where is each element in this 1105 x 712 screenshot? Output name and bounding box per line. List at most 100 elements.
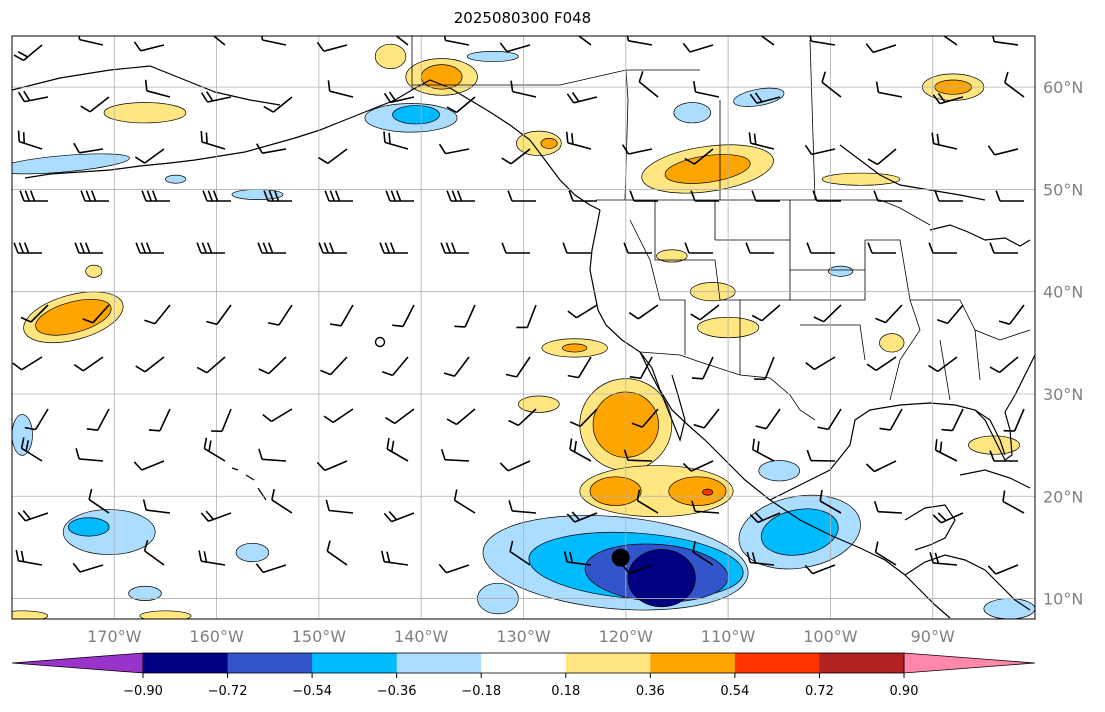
colorbar-over-extension — [903, 652, 1036, 674]
wind-barb-38 — [256, 143, 287, 154]
wind-barb-174 — [255, 563, 287, 574]
wind-barb-22 — [327, 80, 354, 98]
wind-barb-13 — [809, 36, 836, 46]
contour-region-27 — [12, 610, 49, 619]
wind-barb-157 — [271, 489, 293, 514]
wind-barb-87 — [144, 304, 171, 325]
wind-barb-112 — [629, 356, 653, 379]
wind-barb-130 — [693, 408, 720, 429]
contour-region-28 — [139, 610, 192, 619]
colorbar-tick-label: 0.72 — [805, 684, 834, 699]
colorbar-tick-label: −0.54 — [292, 684, 332, 699]
florida-coastline — [974, 409, 1013, 461]
wind-barb-35 — [73, 142, 104, 154]
wind-barb-148 — [752, 438, 775, 462]
wind-barb-143 — [440, 449, 470, 462]
lon-tick-label: 120°W — [599, 627, 654, 646]
wind-barb-66 — [934, 190, 963, 202]
wind-barb-179 — [563, 551, 592, 566]
wind-barb-183 — [804, 564, 836, 575]
wind-barb-3 — [212, 36, 226, 46]
colorbar-segment-5 — [565, 653, 651, 673]
contour-region-33 — [627, 549, 696, 608]
wind-barb-56 — [324, 190, 353, 202]
contour-region-7 — [589, 476, 642, 506]
wind-barb-167 — [873, 501, 903, 514]
wind-barb-147 — [682, 460, 714, 472]
lon-tick-label: 110°W — [701, 627, 756, 646]
wind-barb-101 — [998, 304, 1025, 325]
colorbar-segment-3 — [396, 653, 482, 673]
wind-barb-71 — [196, 242, 225, 254]
wind-barb-155 — [142, 499, 171, 514]
wind-barb-50 — [987, 145, 1019, 156]
wind-barb-85 — [20, 304, 49, 323]
colorbar-segment-4 — [481, 653, 567, 673]
wind-barb-24 — [446, 96, 476, 114]
wind-barb-186 — [987, 564, 1019, 575]
wind-barb-73 — [318, 242, 347, 254]
wind-barb-129 — [631, 408, 659, 428]
wind-barb-138 — [133, 460, 165, 471]
wind-barb-59 — [507, 190, 536, 202]
wind-barb-181 — [692, 541, 714, 566]
wind-barb-19 — [144, 79, 171, 98]
political-border-layer — [411, 36, 1031, 421]
wind-barb-127 — [508, 408, 537, 427]
wind-barb-121 — [148, 408, 171, 432]
wind-barb-88 — [206, 304, 232, 326]
colorbar-tick-label: −0.18 — [461, 684, 501, 699]
wind-barb-160 — [453, 489, 476, 514]
hurricane-position-marker — [611, 548, 630, 567]
wind-barb-42 — [501, 148, 531, 165]
wind-barb-33 — [1004, 71, 1025, 98]
wind-barb-34 — [17, 130, 43, 150]
wind-barb-172 — [143, 540, 165, 566]
latitude-labels: 10°N 20°N 30°N 40°N 50°N 60°N — [1043, 78, 1083, 608]
wind-barb-14 — [865, 43, 897, 54]
wind-barb-57 — [385, 190, 414, 202]
wind-barb-173 — [198, 550, 226, 566]
lon-tick-label: 130°W — [496, 627, 551, 646]
colorbar-under-extension — [11, 652, 144, 674]
wind-barb-52 — [80, 190, 109, 202]
wind-barb-54 — [202, 190, 231, 202]
contour-region-51 — [466, 50, 519, 62]
lon-tick-label: 150°W — [292, 627, 347, 646]
wind-barb-163 — [636, 489, 659, 514]
wind-barb-110 — [505, 356, 531, 378]
wind-barb-115 — [805, 356, 836, 371]
wind-barb-67 — [995, 190, 1024, 202]
wind-barb-106 — [258, 356, 287, 375]
us-east-coastline — [1004, 354, 1035, 413]
wind-barb-92 — [454, 304, 476, 328]
wind-barb-170 — [15, 549, 43, 566]
colorbar-tick-label: 0.36 — [636, 684, 665, 699]
wind-barb-120 — [86, 408, 110, 431]
colorbar-segment-2 — [312, 653, 398, 673]
wind-barb-103 — [73, 356, 104, 372]
contour-region-46 — [235, 542, 270, 563]
contour-region-10 — [518, 395, 560, 413]
wind-barb-28 — [693, 80, 720, 98]
wind-barb-1 — [78, 36, 104, 46]
wind-barb-32 — [932, 92, 964, 105]
wind-barb-12 — [760, 36, 775, 46]
wind-barb-117 — [928, 356, 958, 373]
wind-barb-82 — [867, 242, 896, 254]
wind-barb-178 — [509, 540, 531, 566]
wind-barb-177 — [438, 563, 470, 574]
wind-barb-168 — [932, 512, 964, 524]
wind-barb-77 — [562, 242, 591, 254]
canada-province-borders — [412, 39, 816, 201]
wind-barb-5 — [316, 41, 348, 52]
colorbar-segment-7 — [734, 653, 820, 673]
wind-barb-107 — [320, 356, 348, 376]
wind-barb-132 — [817, 408, 842, 431]
colorbar-tick-label: 0.90 — [890, 684, 919, 699]
wind-barb-89 — [268, 304, 293, 326]
contour-region-39 — [392, 105, 440, 125]
wind-barb-64 — [812, 190, 841, 202]
colorbar-tick-label: −0.36 — [377, 684, 417, 699]
coastline-layer — [12, 65, 1035, 619]
